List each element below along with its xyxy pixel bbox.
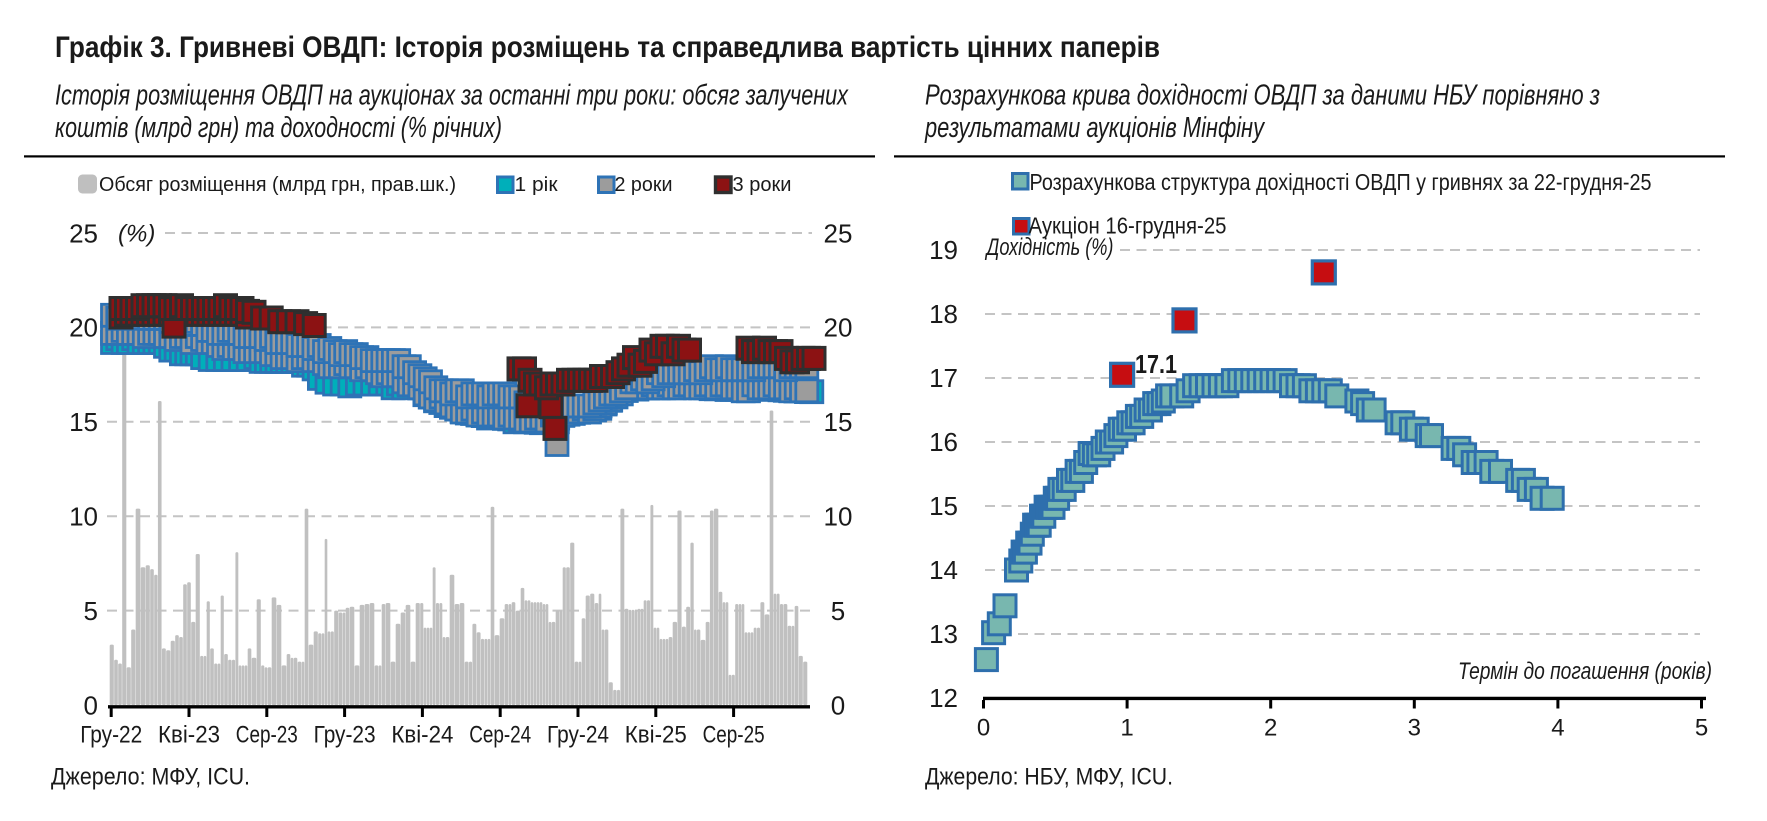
svg-text:коштів (млрд грн) та доходност: коштів (млрд грн) та доходності (% річни… [55, 112, 502, 144]
svg-text:17.1: 17.1 [1135, 349, 1177, 379]
svg-text:3: 3 [1408, 715, 1421, 742]
svg-text:Джерело: МФУ, ICU.: Джерело: МФУ, ICU. [51, 764, 250, 791]
svg-text:0: 0 [831, 690, 845, 720]
svg-text:2 роки: 2 роки [615, 174, 673, 196]
svg-text:20: 20 [69, 313, 98, 343]
svg-text:0: 0 [977, 715, 990, 742]
svg-text:5: 5 [84, 596, 98, 626]
svg-text:15: 15 [69, 407, 98, 437]
svg-text:20: 20 [824, 313, 853, 343]
svg-text:Дохідність (%): Дохідність (%) [984, 234, 1113, 261]
svg-text:Графік 3. Гривневі ОВДП: Істор: Графік 3. Гривневі ОВДП: Історія розміще… [55, 31, 1160, 64]
svg-text:результатами аукціонів Мінфіну: результатами аукціонів Мінфіну [924, 112, 1265, 144]
svg-text:10: 10 [69, 502, 98, 532]
svg-text:Сер-23: Сер-23 [236, 721, 298, 748]
svg-text:13: 13 [929, 619, 958, 649]
svg-text:Сер-25: Сер-25 [703, 721, 765, 748]
svg-text:2: 2 [1264, 715, 1277, 742]
svg-text:10: 10 [824, 502, 853, 532]
svg-text:(%): (%) [118, 221, 155, 248]
svg-text:12: 12 [929, 683, 958, 713]
svg-text:Розрахункова структура дохідно: Розрахункова структура дохідності ОВДП у… [1030, 169, 1652, 195]
svg-text:Сер-24: Сер-24 [469, 721, 531, 748]
svg-text:Кві-24: Кві-24 [391, 721, 453, 748]
svg-text:1 рік: 1 рік [515, 174, 558, 196]
svg-text:14: 14 [929, 555, 958, 585]
svg-text:Обсяг розміщення (млрд грн, пр: Обсяг розміщення (млрд грн, прав.шк.) [99, 174, 456, 196]
svg-text:25: 25 [69, 218, 98, 248]
svg-text:Розрахункова крива дохідності: Розрахункова крива дохідності ОВДП за да… [925, 80, 1600, 112]
svg-text:Історія розміщення ОВДП на аук: Історія розміщення ОВДП на аукціонах за … [55, 80, 849, 112]
svg-text:1: 1 [1120, 715, 1133, 742]
svg-text:4: 4 [1551, 715, 1564, 742]
svg-text:Гру-22: Гру-22 [80, 721, 142, 748]
svg-text:15: 15 [824, 407, 853, 437]
svg-text:Гру-24: Гру-24 [547, 721, 609, 748]
svg-text:Кві-25: Кві-25 [625, 721, 687, 748]
svg-text:Джерело: НБУ, МФУ, ICU.: Джерело: НБУ, МФУ, ICU. [925, 764, 1173, 791]
svg-text:0: 0 [84, 690, 98, 720]
svg-text:18: 18 [929, 299, 958, 329]
svg-text:15: 15 [929, 491, 958, 521]
svg-text:Кві-23: Кві-23 [158, 721, 220, 748]
svg-text:17: 17 [929, 363, 958, 393]
svg-text:25: 25 [824, 218, 853, 248]
svg-text:5: 5 [831, 596, 845, 626]
svg-text:3 роки: 3 роки [733, 174, 792, 196]
svg-text:Аукціон 16-грудня-25: Аукціон 16-грудня-25 [1029, 213, 1227, 239]
svg-text:16: 16 [929, 427, 958, 457]
svg-text:5: 5 [1695, 715, 1708, 742]
svg-text:Термін до погашення (років): Термін до погашення (років) [1458, 658, 1712, 685]
svg-text:19: 19 [929, 235, 958, 265]
svg-text:Гру-23: Гру-23 [314, 721, 376, 748]
